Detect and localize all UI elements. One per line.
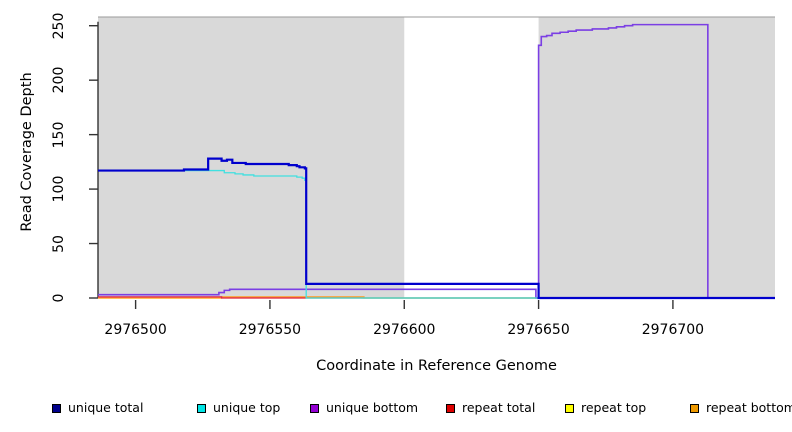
shaded-region-1 <box>538 17 775 298</box>
series-unique-bottom <box>98 23 775 299</box>
legend-item-repeat-bottom[interactable]: repeat bottom <box>690 398 792 418</box>
legend-label: repeat total <box>462 399 536 415</box>
legend-item-unique-total[interactable]: unique total <box>52 398 143 418</box>
y-tick-label-2: 100 <box>51 175 67 203</box>
legend-item-unique-top[interactable]: unique top <box>197 398 280 418</box>
y-tick-label-1: 50 <box>51 234 67 253</box>
legend-swatch-icon <box>690 403 699 413</box>
legend-label: repeat top <box>581 399 647 415</box>
series-unique-total <box>98 157 775 300</box>
x-tick-label-0: 2976500 <box>104 322 167 338</box>
legend-item-unique-bottom[interactable]: unique bottom <box>310 398 418 418</box>
legend-item-repeat-top[interactable]: repeat top <box>565 398 646 418</box>
y-tick-label-5: 250 <box>51 12 67 40</box>
x-tick-label-2: 2976600 <box>373 322 436 338</box>
legend-label: unique total <box>68 399 144 415</box>
legend-label: unique bottom <box>326 399 419 415</box>
chart-legend: unique total unique top unique bottom repea… <box>0 398 792 420</box>
x-axis-title: Coordinate in Reference Genome <box>316 358 557 374</box>
legend-swatch-icon <box>197 403 206 413</box>
x-tick-label-4: 2976700 <box>641 322 705 338</box>
x-tick-label-3: 2976650 <box>507 322 570 338</box>
legend-swatch-icon <box>565 403 574 413</box>
y-tick-label-3: 150 <box>51 121 67 148</box>
legend-label: repeat bottom <box>706 399 792 415</box>
y-tick-label-0: 0 <box>51 293 67 303</box>
legend-swatch-icon <box>446 403 455 413</box>
shaded-region-0 <box>98 17 405 298</box>
y-tick-label-4: 200 <box>51 66 67 94</box>
legend-swatch-icon <box>52 403 61 413</box>
y-axis-title: Read Coverage Depth <box>19 72 35 232</box>
x-tick-label-1: 2976550 <box>238 322 302 338</box>
legend-label: unique top <box>213 399 281 415</box>
legend-item-repeat-total[interactable]: repeat total <box>446 398 535 418</box>
legend-swatch-icon <box>310 403 319 413</box>
